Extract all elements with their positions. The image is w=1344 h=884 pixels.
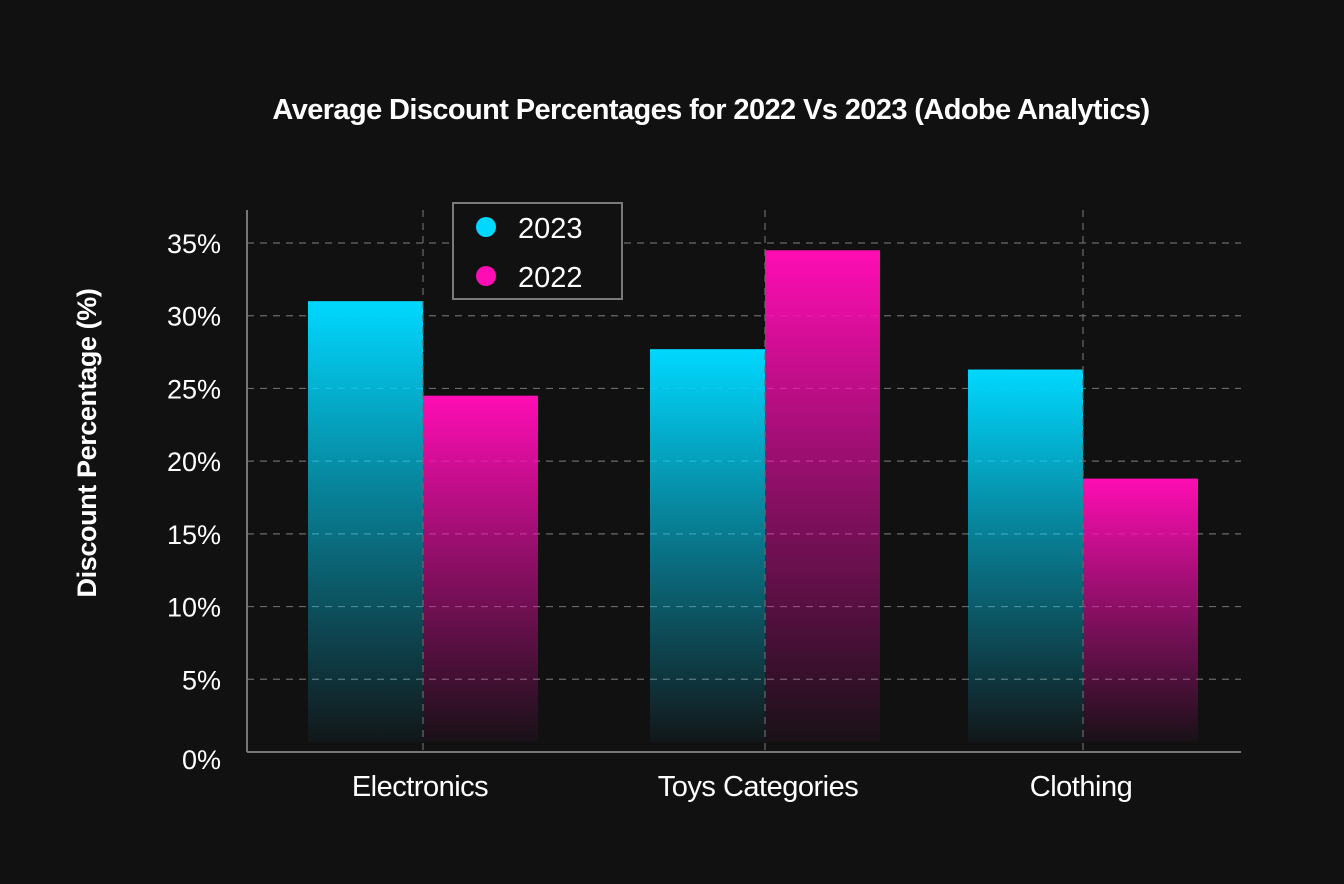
x-tick-label: Toys Categories xyxy=(658,771,858,803)
y-tick-labels: 0% 5% 10% 15% 20% 25% 30% 35% xyxy=(167,229,221,775)
bar-2023-toys-categories[interactable] xyxy=(650,349,765,742)
y-axis-label: Discount Percentage (%) xyxy=(72,289,102,598)
y-tick-label: 0% xyxy=(182,745,221,775)
bars xyxy=(308,250,1198,742)
bar-2023-clothing[interactable] xyxy=(968,369,1083,742)
y-tick-label: 15% xyxy=(167,520,221,550)
x-tick-label: Electronics xyxy=(352,771,488,803)
bar-2023-electronics[interactable] xyxy=(308,301,423,742)
y-tick-label: 30% xyxy=(167,302,221,332)
bar-2022-toys-categories[interactable] xyxy=(765,250,880,742)
axes xyxy=(246,210,1241,753)
y-tick-label: 5% xyxy=(182,665,221,695)
y-tick-label: 20% xyxy=(167,447,221,477)
bar-2022-clothing[interactable] xyxy=(1083,478,1198,742)
x-tick-label: Clothing xyxy=(1030,771,1132,803)
legend[interactable]: 2023 2022 xyxy=(452,202,623,300)
y-tick-label: 10% xyxy=(167,593,221,623)
chart-title: Average Discount Percentages for 2022 Vs… xyxy=(272,94,1149,126)
legend-label-2023[interactable]: 2023 xyxy=(518,213,583,245)
legend-marker-2022[interactable] xyxy=(476,266,496,286)
legend-label-2022[interactable]: 2022 xyxy=(518,262,583,294)
y-tick-label: 35% xyxy=(167,229,221,259)
bar-2022-electronics[interactable] xyxy=(423,395,538,742)
y-tick-label: 25% xyxy=(167,374,221,404)
x-tick-labels: Electronics Toys Categories Clothing xyxy=(352,771,1133,803)
legend-marker-2023[interactable] xyxy=(476,217,496,237)
